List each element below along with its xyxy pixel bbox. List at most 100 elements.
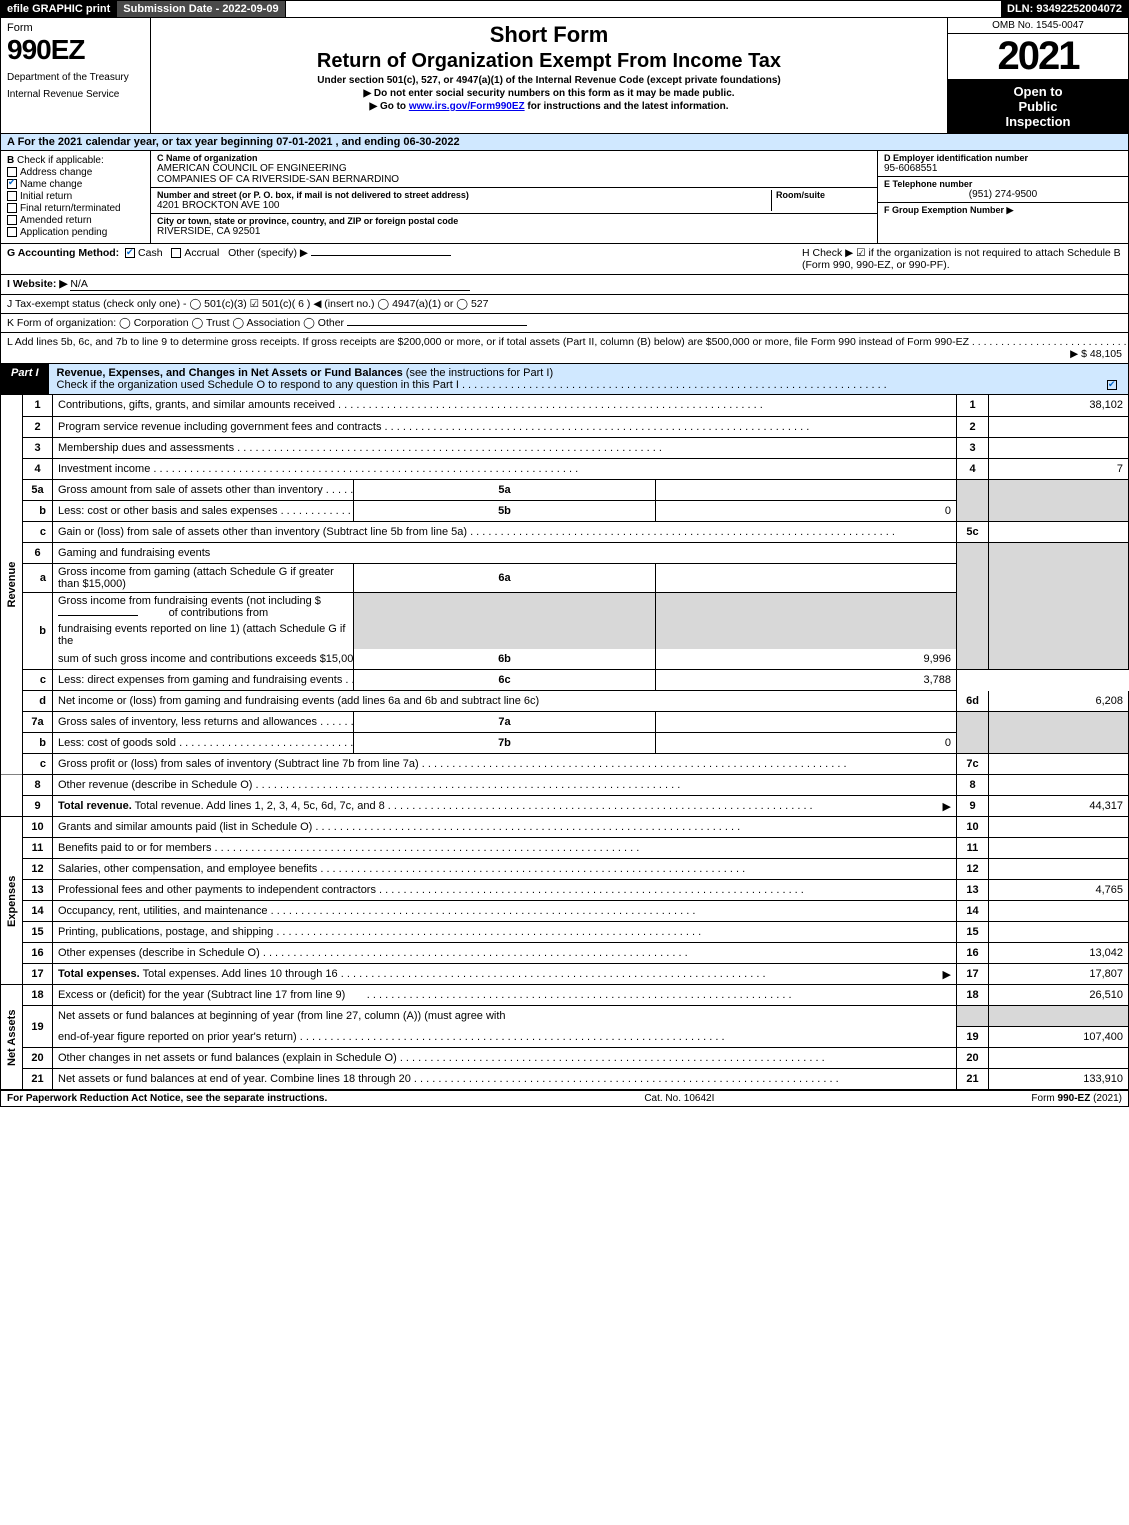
- box-l: L Add lines 5b, 6c, and 7b to line 9 to …: [0, 333, 1129, 364]
- ln19-grey2: [989, 1006, 1129, 1027]
- row-14: 14 Occupancy, rent, utilities, and maint…: [1, 901, 1129, 922]
- ln6b-sb: 6b: [354, 649, 655, 670]
- ein-value: 95-6068551: [884, 163, 1122, 174]
- ln8-rval: [989, 775, 1129, 796]
- ln20-desc: Other changes in net assets or fund bala…: [53, 1048, 957, 1069]
- footer-left: For Paperwork Reduction Act Notice, see …: [7, 1093, 327, 1104]
- box-def: D Employer identification number 95-6068…: [878, 151, 1128, 243]
- org-form-other-input[interactable]: [347, 325, 527, 326]
- ln19-num: 19: [23, 1006, 53, 1048]
- tax-year: 2021: [948, 34, 1128, 80]
- box-l-dots: [972, 336, 1129, 348]
- ln6b-desc1: Gross income from fundraising events (no…: [53, 592, 354, 621]
- top-bar: efile GRAPHIC print Submission Date - 20…: [0, 0, 1129, 18]
- chk-accrual[interactable]: [171, 248, 181, 258]
- ln6a-num: a: [23, 563, 53, 592]
- chk-application-pending[interactable]: Application pending: [7, 227, 144, 238]
- ln9-desc: Total revenue. Total revenue. Add lines …: [53, 796, 957, 817]
- ln3-num: 3: [23, 437, 53, 458]
- box-l-text: L Add lines 5b, 6c, and 7b to line 9 to …: [7, 336, 969, 348]
- ln18-desc: Excess or (deficit) for the year (Subtra…: [53, 985, 957, 1006]
- ln6d-rnum: 6d: [957, 691, 989, 712]
- ln21-num: 21: [23, 1069, 53, 1090]
- ln6a-desc: Gross income from gaming (attach Schedul…: [53, 563, 354, 592]
- form-label: Form: [7, 22, 144, 34]
- ln11-num: 11: [23, 838, 53, 859]
- part1-title: Revenue, Expenses, and Changes in Net As…: [49, 364, 1128, 394]
- chk-name-change[interactable]: Name change: [7, 179, 144, 190]
- header-left: Form 990EZ Department of the Treasury In…: [1, 18, 151, 133]
- box-c: C Name of organization AMERICAN COUNCIL …: [151, 151, 878, 243]
- irs-link[interactable]: www.irs.gov/Form990EZ: [409, 101, 525, 112]
- chk-amended-return[interactable]: Amended return: [7, 215, 144, 226]
- ln16-desc: Other expenses (describe in Schedule O): [53, 943, 957, 964]
- part1-tab: Part I: [1, 364, 49, 394]
- ln6d-num: d: [23, 691, 53, 712]
- accounting-method-lbl: G Accounting Method:: [7, 247, 119, 259]
- ln6b-blank[interactable]: [58, 615, 138, 616]
- ln13-num: 13: [23, 880, 53, 901]
- row-18: Net Assets 18 Excess or (deficit) for th…: [1, 985, 1129, 1006]
- website-lbl: I Website: ▶: [7, 278, 67, 290]
- ln12-rnum: 12: [957, 859, 989, 880]
- row-8: 8 Other revenue (describe in Schedule O)…: [1, 775, 1129, 796]
- ln7a-num: 7a: [23, 712, 53, 733]
- ln11-rnum: 11: [957, 838, 989, 859]
- ln12-desc: Salaries, other compensation, and employ…: [53, 859, 957, 880]
- ln7c-rnum: 7c: [957, 754, 989, 775]
- ln1-num: 1: [23, 395, 53, 416]
- chk-schedule-o[interactable]: [1107, 380, 1117, 390]
- row-4: 4 Investment income 4 7: [1, 458, 1129, 479]
- goto-post: for instructions and the latest informat…: [525, 101, 729, 112]
- footer-right: Form 990-EZ (2021): [1031, 1093, 1122, 1104]
- part1-sub-dots: [462, 379, 887, 391]
- ln12-rval: [989, 859, 1129, 880]
- city-lbl: City or town, state or province, country…: [157, 216, 871, 226]
- ln20-num: 20: [23, 1048, 53, 1069]
- box-c-name-lbl: C Name of organization: [157, 153, 871, 163]
- inspection-box: Open to Public Inspection: [948, 80, 1128, 133]
- ln16-rval: 13,042: [989, 943, 1129, 964]
- side-netassets: Net Assets: [1, 985, 23, 1090]
- ln6b-sv: 9,996: [655, 649, 956, 670]
- box-b-label: Check if applicable:: [17, 155, 104, 166]
- ln1-rval: 38,102: [989, 395, 1129, 416]
- ln4-desc: Investment income: [53, 458, 957, 479]
- box-j: J Tax-exempt status (check only one) - ◯…: [0, 295, 1129, 314]
- box-d: D Employer identification number 95-6068…: [878, 151, 1128, 177]
- room-lbl: Room/suite: [776, 190, 871, 200]
- ln6-grey1: [957, 542, 989, 670]
- part1-subtitle: Check if the organization used Schedule …: [57, 379, 459, 391]
- ln14-num: 14: [23, 901, 53, 922]
- ln6b-desc3: sum of such gross income and contributio…: [53, 649, 354, 670]
- ln11-desc: Benefits paid to or for members: [53, 838, 957, 859]
- ln8-num: 8: [23, 775, 53, 796]
- box-gh: G Accounting Method: Cash Accrual Other …: [0, 244, 1129, 275]
- box-i: I Website: ▶ N/A: [0, 275, 1129, 295]
- chk-initial-return[interactable]: Initial return: [7, 191, 144, 202]
- ln7b-num: b: [23, 733, 53, 754]
- row-2: 2 Program service revenue including gove…: [1, 416, 1129, 437]
- accounting-other-input[interactable]: [311, 255, 451, 256]
- chk-cash[interactable]: [125, 248, 135, 258]
- chk-address-change[interactable]: Address change: [7, 167, 144, 178]
- ln6b-num: b: [23, 592, 53, 670]
- ln8-desc: Other revenue (describe in Schedule O): [53, 775, 957, 796]
- ln5b-sb: 5b: [354, 500, 655, 521]
- ssn-warning: ▶ Do not enter social security numbers o…: [159, 88, 939, 99]
- ln7c-num: c: [23, 754, 53, 775]
- ln11-rval: [989, 838, 1129, 859]
- row-1: Revenue 1 Contributions, gifts, grants, …: [1, 395, 1129, 416]
- ln17-rnum: 17: [957, 964, 989, 985]
- inspection-line1: Open to: [952, 84, 1124, 99]
- ln5c-rnum: 5c: [957, 521, 989, 542]
- website-value: N/A: [70, 278, 470, 291]
- header-center: Short Form Return of Organization Exempt…: [151, 18, 948, 133]
- ln5b-sv: 0: [655, 500, 956, 521]
- efile-print-label[interactable]: efile GRAPHIC print: [1, 1, 117, 17]
- ln19-rval: 107,400: [989, 1027, 1129, 1048]
- group-exemption-lbl: F Group Exemption Number ▶: [884, 205, 1122, 216]
- ln16-num: 16: [23, 943, 53, 964]
- ln6c-desc: Less: direct expenses from gaming and fu…: [53, 670, 354, 691]
- chk-final-return[interactable]: Final return/terminated: [7, 203, 144, 214]
